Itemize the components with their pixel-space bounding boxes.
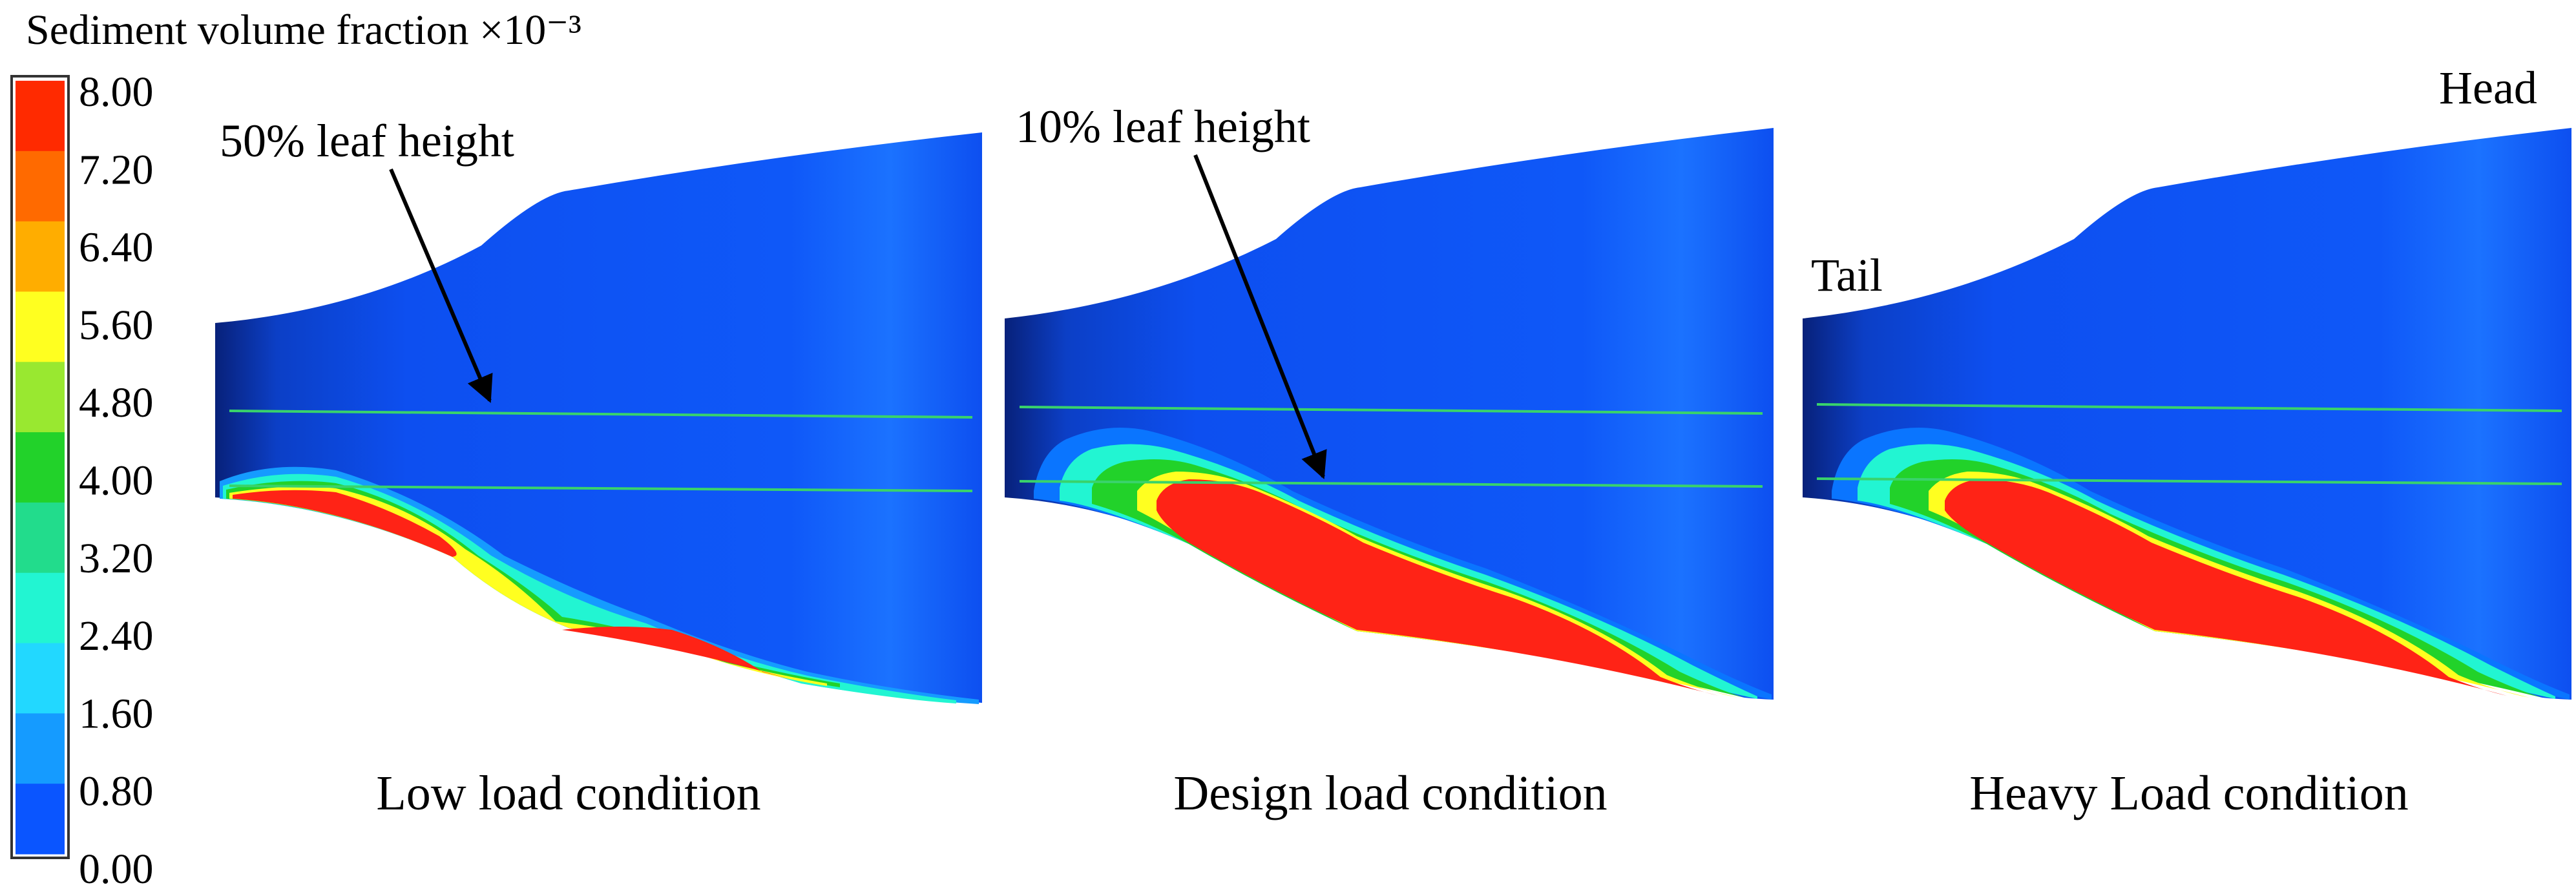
legend-swatch <box>16 151 65 222</box>
caption-heavy-load: Heavy Load condition <box>1969 766 2409 820</box>
legend-swatch <box>16 502 65 574</box>
legend-tick-label: 5.60 <box>79 302 154 349</box>
annotation-10-leaf-height: 10% leaf height <box>1016 101 1310 152</box>
caption-low-load: Low load condition <box>376 766 760 820</box>
caption-design-load: Design load condition <box>1173 766 1607 820</box>
legend-title: Sediment volume fraction ×10⁻³ <box>26 6 581 54</box>
legend-swatch <box>16 432 65 503</box>
color-legend: Sediment volume fraction ×10⁻³ 8.00 7.20 6… <box>10 6 581 885</box>
blade-surface <box>215 132 982 703</box>
legend-tick-label: 3.20 <box>79 535 154 582</box>
legend-tick-label: 2.40 <box>79 612 154 660</box>
legend-tick-label: 4.80 <box>79 379 154 426</box>
legend-swatch <box>16 784 65 855</box>
blade-surface <box>1005 128 1774 700</box>
annotation-arrow <box>1193 154 1327 479</box>
legend-swatch <box>16 572 65 644</box>
legend-swatch <box>16 362 65 433</box>
legend-tick-label: 0.80 <box>79 768 154 815</box>
section-line-10pct <box>1019 480 1763 488</box>
section-line-10pct <box>229 484 973 492</box>
legend-tick-label: 4.00 <box>79 457 154 505</box>
tail-label: Tail <box>1811 249 1883 301</box>
blade-panel-design-load: 10% leaf height Design load condition <box>1005 101 1774 820</box>
legend-swatches <box>16 81 65 855</box>
legend-tick-label: 6.40 <box>79 224 154 271</box>
legend-tick-label: 7.20 <box>79 146 154 193</box>
section-line-50pct <box>1816 403 2562 412</box>
section-line-50pct <box>229 410 973 419</box>
section-line-50pct <box>1019 406 1763 415</box>
legend-tick-label: 0.00 <box>79 846 154 885</box>
sediment-core <box>233 490 801 682</box>
annotation-50-leaf-height: 50% leaf height <box>220 115 514 167</box>
legend-swatch <box>16 81 65 152</box>
sediment-core <box>1945 479 2507 696</box>
blade-panel-low-load: 50% leaf height Low load condition <box>215 115 982 820</box>
sediment-core <box>1157 479 1719 696</box>
legend-swatch <box>16 643 65 714</box>
legend-tick-label: 1.60 <box>79 690 154 737</box>
legend-tick-labels: 8.00 7.20 6.40 5.60 4.80 4.00 3.20 2.40 1.60 0.80… <box>79 68 154 885</box>
legend-swatch <box>16 713 65 784</box>
annotation-arrow <box>389 168 493 403</box>
section-line-10pct <box>1816 477 2562 485</box>
legend-tick-label: 8.00 <box>79 68 154 116</box>
legend-swatch <box>16 291 65 362</box>
blade-surface <box>1803 128 2571 700</box>
head-label: Head <box>2439 62 2537 114</box>
legend-swatch <box>16 221 65 292</box>
blade-panel-heavy-load: Tail Head Heavy Load condition <box>1803 62 2571 820</box>
